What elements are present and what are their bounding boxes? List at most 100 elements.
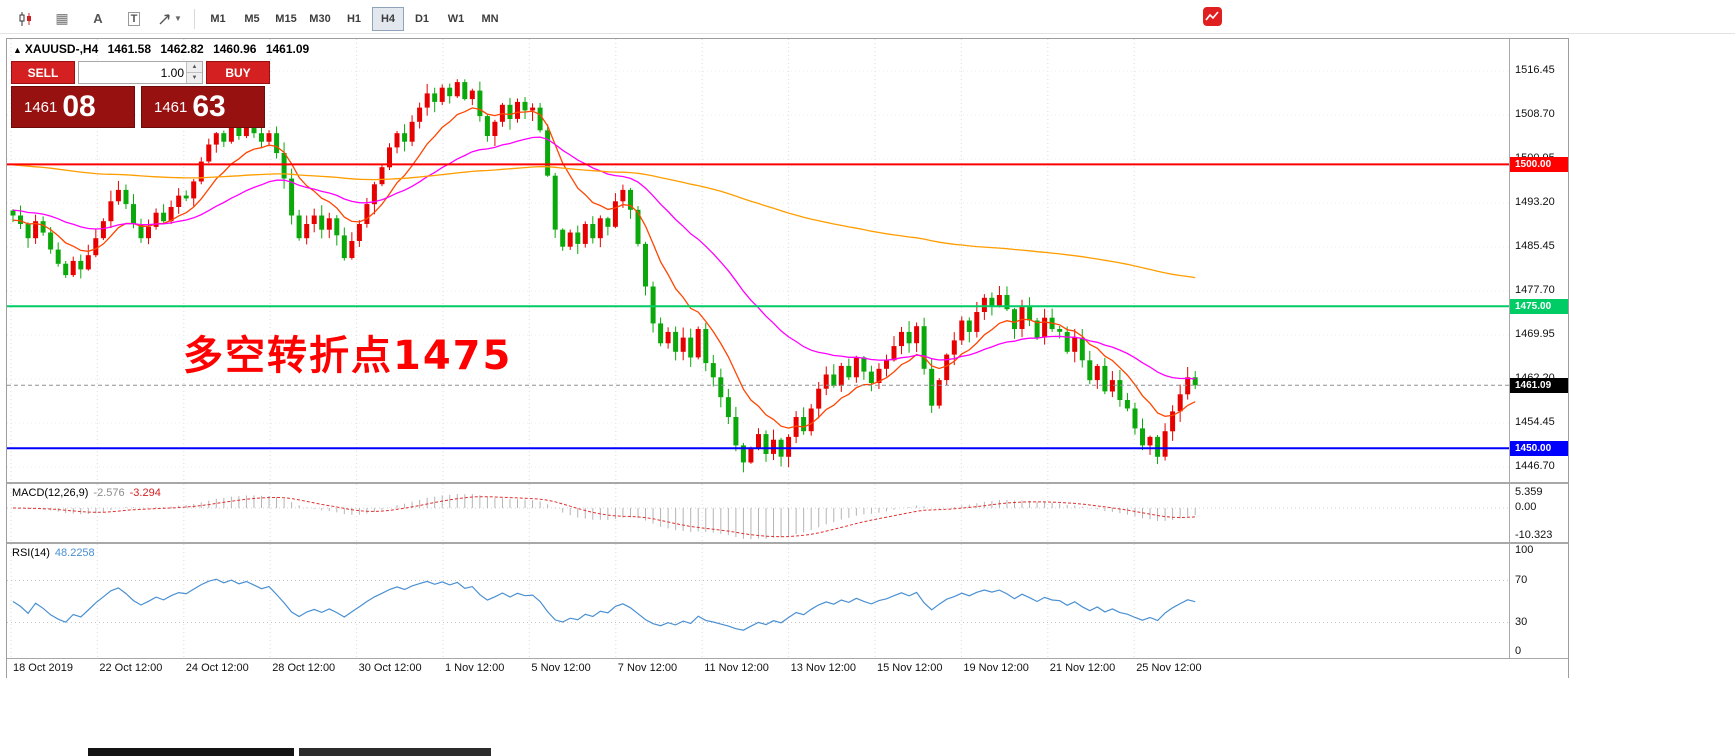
timeframe-m1-button[interactable]: M1 xyxy=(202,6,234,31)
price-axis-label: 1477.70 xyxy=(1515,284,1555,296)
rsi-axis-label: 70 xyxy=(1515,573,1528,586)
time-axis-label: 19 Nov 12:00 xyxy=(963,662,1029,674)
ask-price-panel[interactable]: 1461 63 xyxy=(141,86,265,128)
chart-window: ▲ XAUUSD-,H4 1461.58 1462.82 1460.96 1461… xyxy=(6,38,1569,678)
time-axis-label: 11 Nov 12:00 xyxy=(704,662,769,674)
bid-price-panel[interactable]: 1461 08 xyxy=(11,86,135,128)
candlestick-chart-icon xyxy=(19,11,31,26)
rsi-canvas[interactable] xyxy=(7,544,1509,658)
buy-button[interactable]: BUY xyxy=(206,61,270,84)
time-axis-label: 28 Oct 12:00 xyxy=(272,662,336,674)
price-pane: ▲ XAUUSD-,H4 1461.58 1462.82 1460.96 1461… xyxy=(7,39,1568,482)
macd-axis-label: 5.359 xyxy=(1515,486,1543,499)
time-axis-label: 25 Nov 12:00 xyxy=(1136,662,1202,674)
bar-chart-button[interactable]: ▦ xyxy=(45,6,79,31)
low-value: 1460.96 xyxy=(213,42,257,56)
time-axis-label: 22 Oct 12:00 xyxy=(99,662,163,674)
current-price-badge: 1461.09 xyxy=(1510,378,1568,393)
time-axis-label: 5 Nov 12:00 xyxy=(531,662,591,674)
symbol-timeframe-label: XAUUSD-,H4 xyxy=(24,42,99,56)
time-axis-label: 18 Oct 2019 xyxy=(13,662,73,674)
pane-splitter[interactable] xyxy=(7,482,1568,484)
ask-price-main: 1461 xyxy=(154,98,188,116)
timeframe-mn-button[interactable]: MN xyxy=(474,6,506,31)
high-value: 1462.82 xyxy=(160,42,204,56)
time-axis-label: 30 Oct 12:00 xyxy=(358,662,422,674)
rsi-label: RSI(14) 48.2258 xyxy=(12,547,95,559)
timeframe-w1-button[interactable]: W1 xyxy=(440,6,472,31)
price-axis-label: 1446.70 xyxy=(1515,460,1555,472)
macd-pane: MACD(12,26,9) -2.576 -3.294 5.359 0.00 -10.3… xyxy=(7,484,1568,542)
candlestick-chart-button[interactable] xyxy=(9,6,43,31)
open-value: 1461.58 xyxy=(107,42,151,56)
dropdown-caret-icon: ▼ xyxy=(174,14,182,23)
time-axis-label: 24 Oct 12:00 xyxy=(185,662,249,674)
pane-splitter[interactable] xyxy=(7,542,1568,544)
timeframe-h4-button[interactable]: H4 xyxy=(372,6,404,31)
close-value: 1461.09 xyxy=(265,42,310,56)
level-1475-badge: 1475.00 xyxy=(1510,299,1568,314)
volume-box: ▲ ▼ xyxy=(78,61,203,84)
rsi-name: RSI(14) xyxy=(12,547,50,559)
sell-button[interactable]: SELL xyxy=(11,61,75,84)
volume-input[interactable] xyxy=(79,62,202,83)
price-axis-label: 1485.45 xyxy=(1515,240,1555,252)
letter-a-icon: A xyxy=(93,11,103,26)
one-click-trade-widget: SELL ▲ ▼ BUY 1461 08 1461 63 xyxy=(11,61,270,128)
price-axis-label: 1516.45 xyxy=(1515,64,1555,76)
macd-name: MACD(12,26,9) xyxy=(12,487,89,499)
price-axis-label: 1454.45 xyxy=(1515,416,1555,428)
level-1450-badge: 1450.00 xyxy=(1510,441,1568,456)
timeframe-m15-button[interactable]: M15 xyxy=(270,6,302,31)
macd-axis-label: -10.323 xyxy=(1515,529,1553,541)
time-axis-label: 13 Nov 12:00 xyxy=(790,662,857,674)
price-axis-label: 1508.70 xyxy=(1515,108,1555,120)
ask-price-big-digits: 63 xyxy=(192,90,226,123)
rsi-pane: RSI(14) 48.2258 100 70 30 0 xyxy=(7,544,1568,658)
price-chart-canvas[interactable] xyxy=(7,39,1509,482)
rsi-axis-label: 30 xyxy=(1515,615,1528,628)
pointer-tool-button[interactable]: ▼ xyxy=(153,6,187,31)
volume-up-button[interactable]: ▲ xyxy=(187,62,202,73)
text-tool-button[interactable]: T xyxy=(117,6,151,31)
rsi-axis-label: 0 xyxy=(1515,645,1522,657)
price-axis: 1500.00 1475.00 1450.00 1461.09 1516.45 1… xyxy=(1510,39,1568,482)
timeframe-m5-button[interactable]: M5 xyxy=(236,6,268,31)
bid-price-main: 1461 xyxy=(24,98,58,116)
bottom-window-fragment xyxy=(88,748,294,756)
chart-header: ▲ XAUUSD-,H4 1461.58 1462.82 1460.96 1461… xyxy=(13,42,315,56)
macd-axis-label: 0.00 xyxy=(1515,501,1537,513)
annotation-tool-button[interactable]: A xyxy=(81,6,115,31)
level-1500-badge: 1500.00 xyxy=(1510,157,1568,172)
collapse-arrow-icon: ▲ xyxy=(13,45,22,55)
chart-annotation-text: 多空转折点1475 xyxy=(183,333,513,379)
volume-down-button[interactable]: ▼ xyxy=(187,73,202,83)
price-axis-label: 1493.20 xyxy=(1515,196,1555,208)
time-axis: 18 Oct 2019 22 Oct 12:00 24 Oct 12:00 28 Oc… xyxy=(7,658,1568,678)
rsi-value: 48.2258 xyxy=(54,547,95,559)
macd-label: MACD(12,26,9) -2.576 -3.294 xyxy=(12,487,161,499)
timeframe-m30-button[interactable]: M30 xyxy=(304,6,336,31)
toolbar-separator xyxy=(194,8,195,29)
time-axis-label: 21 Nov 12:00 xyxy=(1049,662,1116,674)
macd-signal-value: -3.294 xyxy=(129,487,161,499)
volume-spinner: ▲ ▼ xyxy=(186,62,202,83)
timeframe-h1-button[interactable]: H1 xyxy=(338,6,370,31)
toolbar: ▦ A T ▼ M1 M5 M15 M30 H1 H4 D1 W1 MN xyxy=(0,4,1735,34)
grid-icon: ▦ xyxy=(55,10,69,26)
axis-separator xyxy=(1509,39,1510,658)
price-axis-label: 1469.95 xyxy=(1515,328,1555,340)
rsi-axis: 100 70 30 0 xyxy=(1510,544,1568,658)
bid-price-big-digits: 08 xyxy=(62,90,96,123)
time-axis-label: 1 Nov 12:00 xyxy=(445,662,505,674)
app-logo-icon xyxy=(1203,7,1222,26)
text-tool-icon: T xyxy=(127,11,141,26)
macd-axis: 5.359 0.00 -10.323 xyxy=(1510,484,1568,542)
timeframe-d1-button[interactable]: D1 xyxy=(406,6,438,31)
macd-canvas[interactable] xyxy=(7,484,1509,542)
pointer-arrow-icon xyxy=(159,13,170,24)
macd-main-value: -2.576 xyxy=(93,487,125,499)
time-axis-label: 7 Nov 12:00 xyxy=(617,662,678,674)
time-axis-label: 15 Nov 12:00 xyxy=(877,662,943,674)
rsi-axis-label: 100 xyxy=(1515,544,1534,556)
